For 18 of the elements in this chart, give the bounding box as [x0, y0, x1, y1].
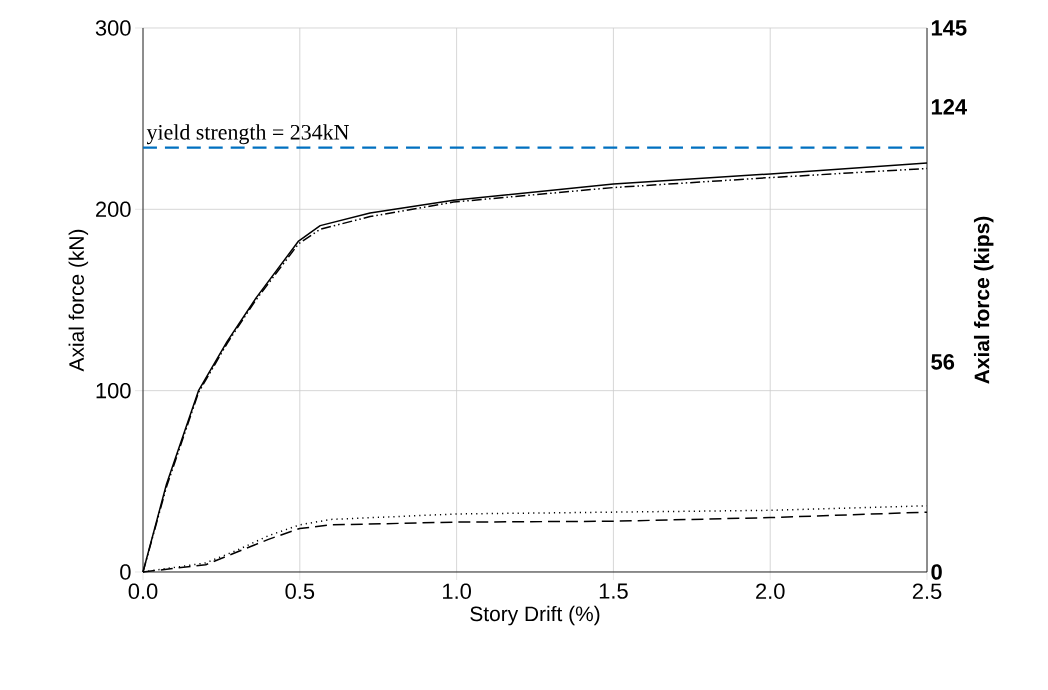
y-tick-label: 0 — [120, 564, 131, 580]
y2-tick-label: 124 — [931, 99, 967, 115]
y-axis-title: Axial force (kN) — [68, 229, 89, 372]
y2-tick-label: 145 — [931, 20, 967, 36]
x-tick-label: 2.5 — [912, 583, 942, 600]
y-tick-label: 300 — [95, 20, 131, 36]
x-tick-label: 2.0 — [756, 583, 785, 600]
y-tick-label: 200 — [96, 201, 131, 218]
y2-axis-title: Axial force (kips) — [973, 216, 994, 384]
y-tick-label: 100 — [96, 382, 131, 399]
y2-tick-label: 0 — [931, 564, 942, 580]
y2-tick-label: 56 — [931, 354, 955, 370]
x-tick-label: 1.5 — [599, 583, 628, 599]
ref-line-label: yield strength = 234kN — [146, 124, 349, 145]
x-axis-title: Story Drift (%) — [470, 605, 600, 626]
x-tick-label: 0.5 — [285, 583, 315, 600]
x-tick-label: 1.0 — [443, 583, 471, 600]
x-tick-label: 0.0 — [128, 583, 158, 600]
